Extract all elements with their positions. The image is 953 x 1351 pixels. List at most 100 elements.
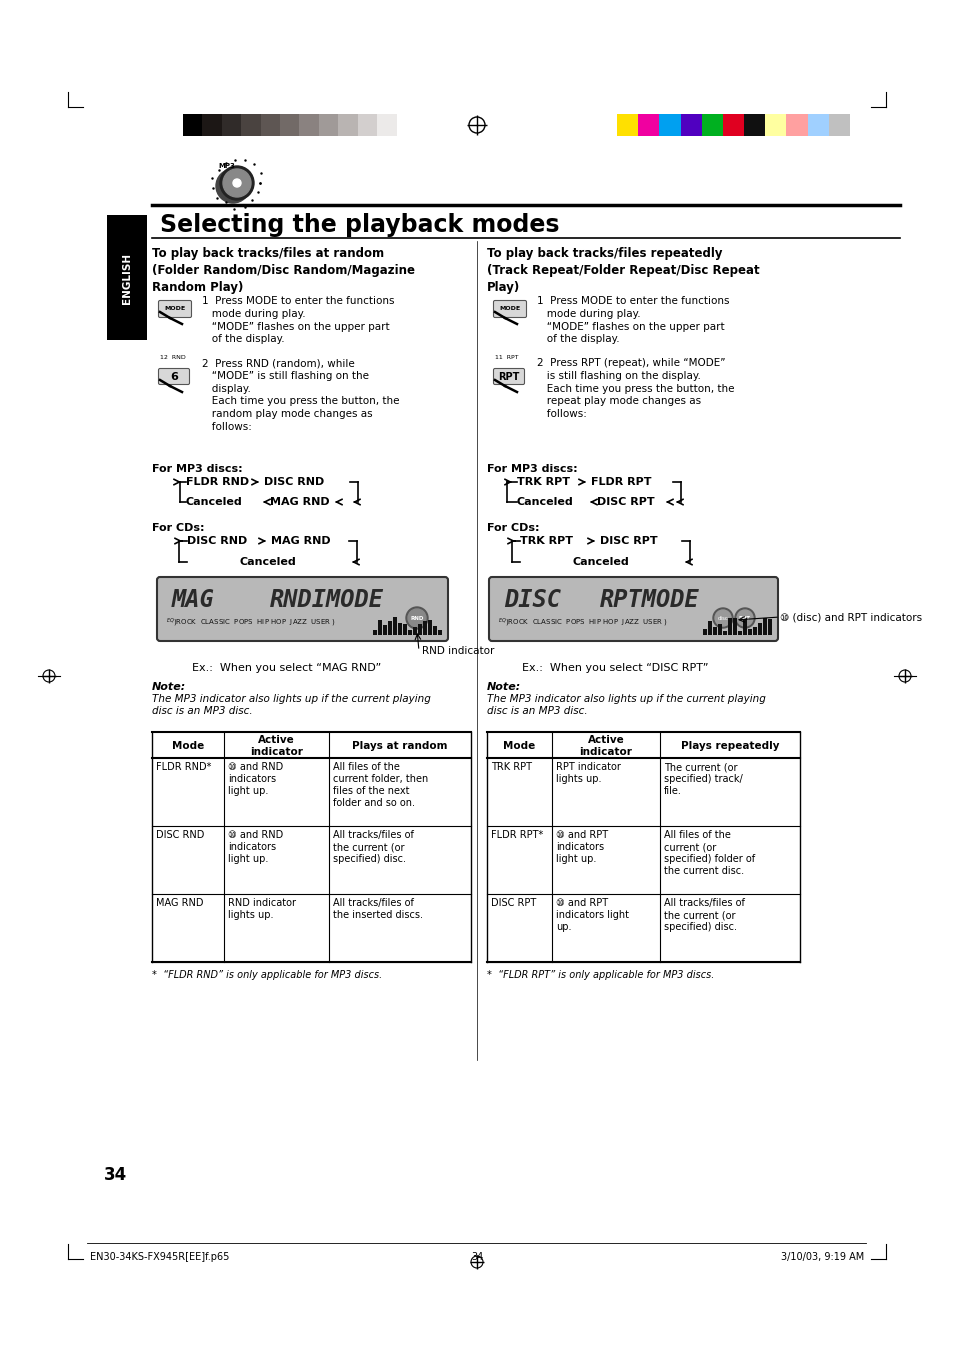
- Text: Canceled: Canceled: [239, 557, 296, 567]
- Text: 3/10/03, 9:19 AM: 3/10/03, 9:19 AM: [780, 1252, 863, 1262]
- Text: MP3: MP3: [218, 163, 234, 169]
- Text: Note:: Note:: [486, 682, 520, 692]
- Bar: [417, 624, 421, 635]
- Bar: [752, 627, 757, 635]
- Bar: [722, 631, 726, 635]
- Text: Plays repeatedly: Plays repeatedly: [680, 740, 779, 751]
- Text: For MP3 discs:: For MP3 discs:: [152, 463, 242, 474]
- Text: RNDIMODE: RNDIMODE: [270, 588, 384, 612]
- Text: MAG RND: MAG RND: [156, 898, 203, 908]
- Circle shape: [233, 178, 241, 186]
- Circle shape: [734, 608, 754, 628]
- Text: 12  RND: 12 RND: [160, 355, 186, 359]
- Bar: [707, 620, 711, 635]
- Text: For CDs:: For CDs:: [486, 523, 539, 534]
- Text: FLDR RPT*: FLDR RPT*: [491, 830, 542, 840]
- Text: *  “FLDR RND” is only applicable for MP3 discs.: * “FLDR RND” is only applicable for MP3 …: [152, 970, 382, 979]
- Bar: [828, 113, 849, 136]
- Text: All tracks/files of
the current (or
specified) disc.: All tracks/files of the current (or spec…: [663, 898, 744, 932]
- Text: All files of the
current folder, then
files of the next
folder and so on.: All files of the current folder, then fi…: [333, 762, 428, 808]
- Text: 34: 34: [104, 1166, 127, 1183]
- Bar: [433, 626, 436, 635]
- Bar: [388, 621, 392, 635]
- FancyBboxPatch shape: [157, 577, 448, 640]
- Bar: [280, 113, 299, 136]
- Text: ⑩ and RPT
indicators light
up.: ⑩ and RPT indicators light up.: [556, 898, 628, 932]
- Text: *  “FLDR RPT” is only applicable for MP3 discs.: * “FLDR RPT” is only applicable for MP3 …: [486, 970, 714, 979]
- Text: The MP3 indicator also lights up if the current playing
disc is an MP3 disc.: The MP3 indicator also lights up if the …: [152, 694, 431, 716]
- Text: RPT: RPT: [739, 616, 750, 620]
- Text: ⑩ (disc) and RPT indicators: ⑩ (disc) and RPT indicators: [780, 612, 922, 621]
- Text: The MP3 indicator also lights up if the current playing
disc is an MP3 disc.: The MP3 indicator also lights up if the …: [486, 694, 765, 716]
- Text: DISC RPT: DISC RPT: [599, 536, 657, 546]
- Bar: [738, 631, 741, 635]
- Text: 11  RPT: 11 RPT: [495, 355, 518, 359]
- Text: ⑩ and RPT
indicators
light up.: ⑩ and RPT indicators light up.: [556, 830, 607, 865]
- Circle shape: [406, 607, 428, 630]
- Bar: [338, 113, 357, 136]
- Text: TRK RPT: TRK RPT: [517, 477, 569, 486]
- Text: To play back tracks/files repeatedly
(Track Repeat/Folder Repeat/Disc Repeat
Pla: To play back tracks/files repeatedly (Tr…: [486, 247, 759, 295]
- FancyBboxPatch shape: [493, 369, 524, 385]
- Text: All files of the
current (or
specified) folder of
the current disc.: All files of the current (or specified) …: [663, 830, 755, 875]
- Text: To play back tracks/files at random
(Folder Random/Disc Random/Magazine
Random P: To play back tracks/files at random (Fol…: [152, 247, 415, 295]
- Text: DISC RPT: DISC RPT: [491, 898, 536, 908]
- Bar: [638, 113, 659, 136]
- FancyBboxPatch shape: [158, 369, 190, 385]
- Bar: [659, 113, 679, 136]
- Text: Canceled: Canceled: [186, 497, 242, 507]
- Bar: [712, 627, 717, 635]
- Text: For CDs:: For CDs:: [152, 523, 204, 534]
- Text: $^{EQ}$)ROCK  CLASSIC  POPS  HIP HOP  JAZZ  USER ): $^{EQ}$)ROCK CLASSIC POPS HIP HOP JAZZ U…: [166, 616, 335, 630]
- Text: MAG: MAG: [172, 588, 214, 612]
- Bar: [222, 113, 241, 136]
- Text: MAG RND: MAG RND: [270, 497, 330, 507]
- Text: disc: disc: [717, 616, 728, 620]
- Bar: [408, 630, 412, 635]
- Text: For MP3 discs:: For MP3 discs:: [486, 463, 577, 474]
- Text: DISC RND: DISC RND: [264, 477, 324, 486]
- Bar: [679, 113, 701, 136]
- Text: FLDR RND*: FLDR RND*: [156, 762, 212, 771]
- Text: FLDR RND: FLDR RND: [186, 477, 249, 486]
- Bar: [382, 626, 387, 635]
- Bar: [397, 623, 401, 635]
- Bar: [742, 617, 746, 635]
- Bar: [437, 630, 441, 635]
- Text: Canceled: Canceled: [517, 497, 573, 507]
- Circle shape: [220, 166, 253, 200]
- Bar: [747, 630, 751, 635]
- Text: Canceled: Canceled: [572, 557, 629, 567]
- Bar: [701, 113, 722, 136]
- Text: Active
indicator: Active indicator: [579, 735, 632, 757]
- Text: 2  Press RPT (repeat), while “MODE”
   is still flashing on the display.
   Each: 2 Press RPT (repeat), while “MODE” is st…: [537, 358, 734, 419]
- Bar: [393, 617, 396, 635]
- Text: Ex.:  When you select “DISC RPT”: Ex.: When you select “DISC RPT”: [521, 663, 708, 673]
- Text: 1  Press MODE to enter the functions
   mode during play.
   “MODE” flashes on t: 1 Press MODE to enter the functions mode…: [537, 296, 729, 345]
- Text: All tracks/files of
the inserted discs.: All tracks/files of the inserted discs.: [333, 898, 422, 920]
- Text: 2  Press RND (random), while
   “MODE” is still flashing on the
   display.
   E: 2 Press RND (random), while “MODE” is st…: [202, 358, 399, 432]
- Bar: [373, 630, 376, 635]
- Text: Selecting the playback modes: Selecting the playback modes: [160, 213, 558, 236]
- Text: The current (or
specified) track/
file.: The current (or specified) track/ file.: [663, 762, 742, 796]
- Text: MAG RND: MAG RND: [271, 536, 331, 546]
- Circle shape: [714, 611, 730, 626]
- Bar: [732, 619, 737, 635]
- Bar: [396, 113, 416, 136]
- Text: DISC: DISC: [503, 588, 560, 612]
- Bar: [807, 113, 828, 136]
- Text: RPT: RPT: [497, 372, 519, 381]
- Text: RND: RND: [410, 616, 423, 620]
- Bar: [767, 619, 771, 635]
- Bar: [785, 113, 807, 136]
- Circle shape: [408, 609, 426, 627]
- Bar: [428, 620, 432, 635]
- Bar: [718, 624, 721, 635]
- Circle shape: [712, 608, 732, 628]
- Bar: [299, 113, 318, 136]
- Text: TRK RPT: TRK RPT: [491, 762, 532, 771]
- Bar: [107, 215, 147, 340]
- Text: Mode: Mode: [503, 740, 535, 751]
- Text: RPTMODE: RPTMODE: [599, 588, 699, 612]
- Bar: [376, 113, 396, 136]
